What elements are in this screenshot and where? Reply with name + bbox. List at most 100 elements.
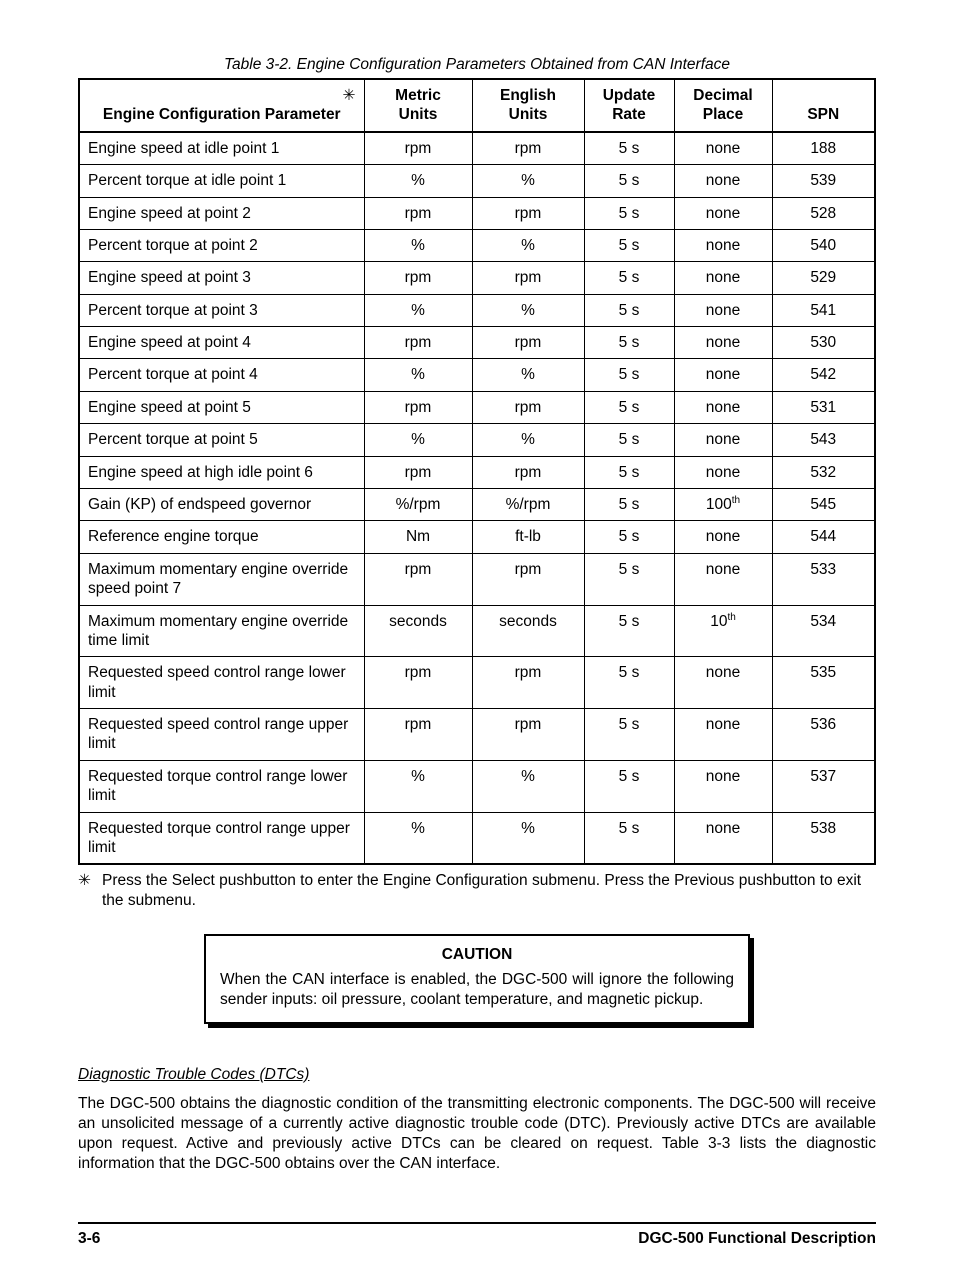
cell-param: Requested speed control range upper limi… xyxy=(79,709,364,761)
cell-metric: rpm xyxy=(364,709,472,761)
col-param: ✳ Engine Configuration Parameter xyxy=(79,79,364,132)
cell-param: Engine speed at point 4 xyxy=(79,327,364,359)
cell-param: Engine speed at point 2 xyxy=(79,197,364,229)
cell-update: 5 s xyxy=(584,709,674,761)
cell-english: rpm xyxy=(472,456,584,488)
cell-metric: % xyxy=(364,812,472,864)
cell-decimal: none xyxy=(674,391,772,423)
table-row: Percent torque at idle point 1%%5 snone5… xyxy=(79,165,875,197)
cell-param: Engine speed at point 3 xyxy=(79,262,364,294)
cell-english: ft-lb xyxy=(472,521,584,553)
cell-metric: % xyxy=(364,760,472,812)
cell-param: Maximum momentary engine override speed … xyxy=(79,553,364,605)
cell-update: 5 s xyxy=(584,812,674,864)
cell-decimal: none xyxy=(674,229,772,261)
cell-spn: 537 xyxy=(772,760,875,812)
table-title: Table 3-2. Engine Configuration Paramete… xyxy=(78,56,876,74)
cell-update: 5 s xyxy=(584,262,674,294)
cell-spn: 530 xyxy=(772,327,875,359)
col-update-l2: Rate xyxy=(612,106,646,123)
cell-decimal: 10th xyxy=(674,605,772,657)
cell-metric: rpm xyxy=(364,197,472,229)
cell-metric: rpm xyxy=(364,327,472,359)
cell-decimal: none xyxy=(674,553,772,605)
cell-spn: 529 xyxy=(772,262,875,294)
cell-metric: rpm xyxy=(364,132,472,165)
col-metric-l2: Units xyxy=(399,106,438,123)
col-decimal-l2: Place xyxy=(703,106,744,123)
cell-english: rpm xyxy=(472,391,584,423)
footnote-text: Press the Select pushbutton to enter the… xyxy=(102,871,876,911)
cell-spn: 534 xyxy=(772,605,875,657)
cell-param: Engine speed at idle point 1 xyxy=(79,132,364,165)
cell-param: Maximum momentary engine override time l… xyxy=(79,605,364,657)
col-english: English Units xyxy=(472,79,584,132)
cell-english: %/rpm xyxy=(472,488,584,521)
cell-update: 5 s xyxy=(584,521,674,553)
col-english-l1: English xyxy=(500,87,556,104)
cell-param: Requested torque control range lower lim… xyxy=(79,760,364,812)
table-row: Engine speed at point 3rpmrpm5 snone529 xyxy=(79,262,875,294)
cell-english: rpm xyxy=(472,132,584,165)
cell-decimal: none xyxy=(674,456,772,488)
cell-english: rpm xyxy=(472,657,584,709)
table-row: Engine speed at point 4rpmrpm5 snone530 xyxy=(79,327,875,359)
cell-spn: 542 xyxy=(772,359,875,391)
col-metric: Metric Units xyxy=(364,79,472,132)
table-row: Reference engine torqueNmft-lb5 snone544 xyxy=(79,521,875,553)
cell-metric: %/rpm xyxy=(364,488,472,521)
table-row: Requested torque control range lower lim… xyxy=(79,760,875,812)
cell-metric: rpm xyxy=(364,553,472,605)
cell-update: 5 s xyxy=(584,132,674,165)
cell-metric: % xyxy=(364,165,472,197)
col-english-l2: Units xyxy=(509,106,548,123)
cell-decimal: none xyxy=(674,132,772,165)
cell-spn: 541 xyxy=(772,294,875,326)
table-row: Maximum momentary engine override speed … xyxy=(79,553,875,605)
cell-spn: 545 xyxy=(772,488,875,521)
table-header-row: ✳ Engine Configuration Parameter Metric … xyxy=(79,79,875,132)
cell-english: % xyxy=(472,359,584,391)
cell-param: Requested speed control range lower limi… xyxy=(79,657,364,709)
cell-english: rpm xyxy=(472,197,584,229)
cell-english: rpm xyxy=(472,262,584,294)
table-row: Percent torque at point 2%%5 snone540 xyxy=(79,229,875,261)
cell-update: 5 s xyxy=(584,197,674,229)
cell-english: % xyxy=(472,760,584,812)
caution-box: CAUTION When the CAN interface is enable… xyxy=(204,934,750,1024)
cell-param: Gain (KP) of endspeed governor xyxy=(79,488,364,521)
cell-update: 5 s xyxy=(584,553,674,605)
cell-decimal: none xyxy=(674,165,772,197)
cell-update: 5 s xyxy=(584,488,674,521)
cell-decimal: none xyxy=(674,424,772,456)
cell-update: 5 s xyxy=(584,229,674,261)
cell-english: % xyxy=(472,294,584,326)
page-number: 3-6 xyxy=(78,1230,100,1248)
cell-english: rpm xyxy=(472,553,584,605)
cell-update: 5 s xyxy=(584,605,674,657)
cell-param: Reference engine torque xyxy=(79,521,364,553)
star-icon: ✳ xyxy=(343,86,356,105)
cell-spn: 538 xyxy=(772,812,875,864)
cell-update: 5 s xyxy=(584,294,674,326)
cell-decimal: none xyxy=(674,327,772,359)
cell-metric: % xyxy=(364,424,472,456)
cell-english: % xyxy=(472,165,584,197)
cell-metric: rpm xyxy=(364,391,472,423)
cell-spn: 531 xyxy=(772,391,875,423)
cell-spn: 543 xyxy=(772,424,875,456)
table-row: Percent torque at point 4%%5 snone542 xyxy=(79,359,875,391)
cell-param: Percent torque at point 5 xyxy=(79,424,364,456)
cell-update: 5 s xyxy=(584,165,674,197)
cell-param: Percent torque at point 3 xyxy=(79,294,364,326)
cell-update: 5 s xyxy=(584,327,674,359)
cell-metric: rpm xyxy=(364,262,472,294)
cell-decimal: none xyxy=(674,359,772,391)
cell-decimal: none xyxy=(674,760,772,812)
cell-metric: % xyxy=(364,229,472,261)
table-row: Engine speed at idle point 1rpmrpm5 snon… xyxy=(79,132,875,165)
cell-spn: 536 xyxy=(772,709,875,761)
col-metric-l1: Metric xyxy=(395,87,441,104)
cell-english: % xyxy=(472,229,584,261)
cell-decimal: none xyxy=(674,262,772,294)
